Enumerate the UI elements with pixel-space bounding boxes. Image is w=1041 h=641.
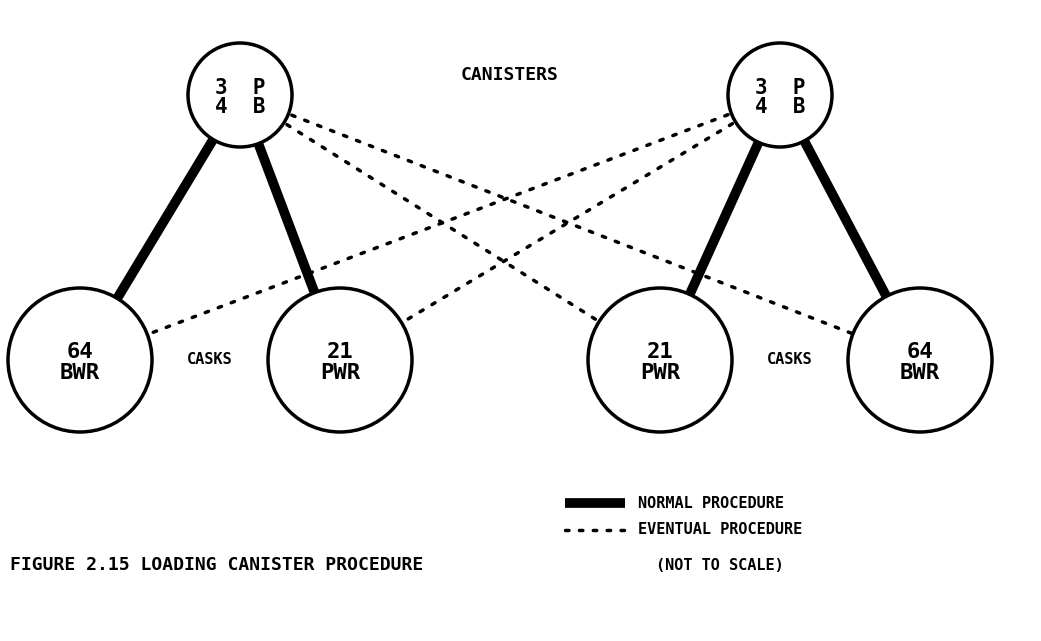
Text: CASKS: CASKS	[767, 353, 813, 367]
Text: BWR: BWR	[899, 363, 940, 383]
Ellipse shape	[588, 288, 732, 432]
Text: 64: 64	[67, 342, 94, 362]
Text: (NOT TO SCALE): (NOT TO SCALE)	[656, 558, 784, 572]
Text: 3  P: 3 P	[755, 78, 806, 97]
Text: 3  P: 3 P	[214, 78, 265, 97]
Text: EVENTUAL PROCEDURE: EVENTUAL PROCEDURE	[638, 522, 803, 538]
Text: PWR: PWR	[640, 363, 680, 383]
Ellipse shape	[728, 43, 832, 147]
Text: CASKS: CASKS	[187, 353, 233, 367]
Text: 4  B: 4 B	[214, 97, 265, 117]
Text: 21: 21	[327, 342, 353, 362]
Ellipse shape	[8, 288, 152, 432]
Ellipse shape	[268, 288, 412, 432]
Text: 64: 64	[907, 342, 934, 362]
Text: BWR: BWR	[60, 363, 100, 383]
Text: PWR: PWR	[320, 363, 360, 383]
Text: 21: 21	[646, 342, 674, 362]
Ellipse shape	[848, 288, 992, 432]
Text: FIGURE 2.15 LOADING CANISTER PROCEDURE: FIGURE 2.15 LOADING CANISTER PROCEDURE	[10, 556, 424, 574]
Text: NORMAL PROCEDURE: NORMAL PROCEDURE	[638, 495, 784, 510]
Text: CANISTERS: CANISTERS	[461, 66, 559, 84]
Ellipse shape	[188, 43, 291, 147]
Text: 4  B: 4 B	[755, 97, 806, 117]
